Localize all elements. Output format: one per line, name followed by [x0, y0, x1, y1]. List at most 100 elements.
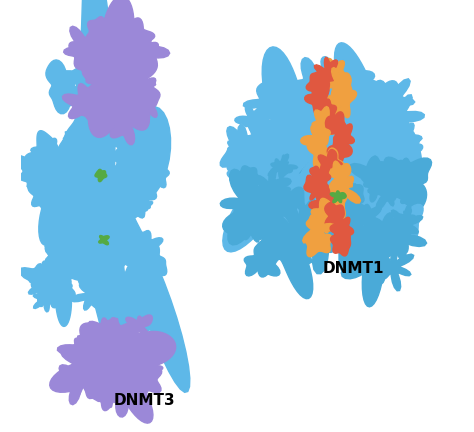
Polygon shape [326, 142, 357, 181]
Polygon shape [318, 149, 343, 177]
Polygon shape [61, 338, 105, 398]
Polygon shape [116, 311, 131, 325]
Polygon shape [68, 187, 86, 206]
Polygon shape [325, 112, 347, 137]
Polygon shape [24, 130, 93, 246]
Polygon shape [100, 28, 118, 40]
Polygon shape [89, 328, 126, 366]
Polygon shape [260, 215, 305, 257]
Polygon shape [369, 79, 415, 128]
Polygon shape [98, 100, 122, 123]
Polygon shape [64, 26, 109, 70]
Polygon shape [333, 64, 374, 93]
Polygon shape [360, 111, 386, 131]
Polygon shape [114, 116, 130, 129]
Polygon shape [82, 29, 128, 79]
Polygon shape [47, 232, 72, 257]
Polygon shape [238, 196, 290, 239]
Polygon shape [361, 80, 400, 120]
Polygon shape [89, 41, 107, 57]
Polygon shape [112, 95, 141, 128]
Polygon shape [112, 121, 153, 168]
Polygon shape [103, 371, 142, 417]
Polygon shape [92, 34, 114, 57]
Polygon shape [283, 174, 325, 217]
Polygon shape [71, 275, 115, 310]
Polygon shape [227, 170, 248, 190]
Polygon shape [104, 94, 152, 142]
Polygon shape [234, 134, 295, 179]
Polygon shape [47, 242, 67, 268]
Polygon shape [32, 177, 62, 204]
Polygon shape [128, 40, 158, 65]
Polygon shape [117, 29, 170, 73]
Polygon shape [49, 182, 91, 228]
Polygon shape [309, 138, 328, 157]
Polygon shape [383, 157, 431, 191]
Polygon shape [328, 74, 370, 121]
Polygon shape [388, 205, 423, 238]
Polygon shape [347, 204, 382, 233]
Polygon shape [292, 205, 348, 274]
Polygon shape [346, 111, 374, 133]
Polygon shape [309, 57, 359, 102]
Polygon shape [327, 137, 352, 165]
Polygon shape [272, 178, 291, 195]
Polygon shape [341, 233, 400, 284]
Polygon shape [126, 315, 152, 340]
Polygon shape [41, 151, 76, 180]
Polygon shape [328, 171, 361, 213]
Polygon shape [84, 329, 132, 357]
Polygon shape [75, 335, 116, 385]
Polygon shape [95, 318, 134, 361]
Polygon shape [90, 331, 115, 355]
Polygon shape [342, 146, 365, 170]
Polygon shape [220, 127, 267, 173]
Polygon shape [275, 189, 300, 216]
Polygon shape [119, 81, 135, 95]
Polygon shape [318, 179, 347, 209]
Polygon shape [378, 160, 407, 187]
Polygon shape [45, 239, 86, 271]
Polygon shape [327, 147, 346, 175]
Polygon shape [94, 92, 135, 132]
Polygon shape [84, 120, 106, 148]
Polygon shape [314, 57, 339, 89]
Polygon shape [292, 173, 312, 192]
Polygon shape [379, 197, 423, 243]
Polygon shape [309, 187, 335, 216]
Polygon shape [305, 172, 333, 193]
Polygon shape [352, 221, 395, 262]
Polygon shape [333, 124, 355, 152]
Polygon shape [337, 156, 427, 307]
Polygon shape [84, 261, 101, 281]
Polygon shape [385, 138, 419, 170]
Polygon shape [338, 71, 364, 101]
Polygon shape [398, 210, 415, 222]
Polygon shape [94, 321, 116, 343]
Polygon shape [41, 181, 59, 203]
Polygon shape [56, 187, 115, 235]
Polygon shape [56, 172, 92, 208]
Polygon shape [274, 178, 313, 227]
Polygon shape [143, 359, 163, 381]
Polygon shape [276, 159, 319, 212]
Polygon shape [256, 224, 316, 264]
Polygon shape [306, 226, 332, 257]
Polygon shape [228, 188, 283, 245]
Polygon shape [89, 30, 112, 54]
Polygon shape [50, 220, 101, 268]
Polygon shape [330, 191, 346, 203]
Polygon shape [63, 82, 113, 128]
Polygon shape [268, 106, 284, 124]
Polygon shape [103, 89, 142, 130]
Polygon shape [321, 96, 349, 129]
Polygon shape [41, 278, 75, 308]
Polygon shape [268, 222, 290, 251]
Polygon shape [58, 233, 91, 264]
Polygon shape [93, 23, 133, 74]
Polygon shape [63, 188, 80, 211]
Polygon shape [328, 66, 359, 98]
Polygon shape [116, 87, 144, 120]
Polygon shape [28, 254, 77, 296]
